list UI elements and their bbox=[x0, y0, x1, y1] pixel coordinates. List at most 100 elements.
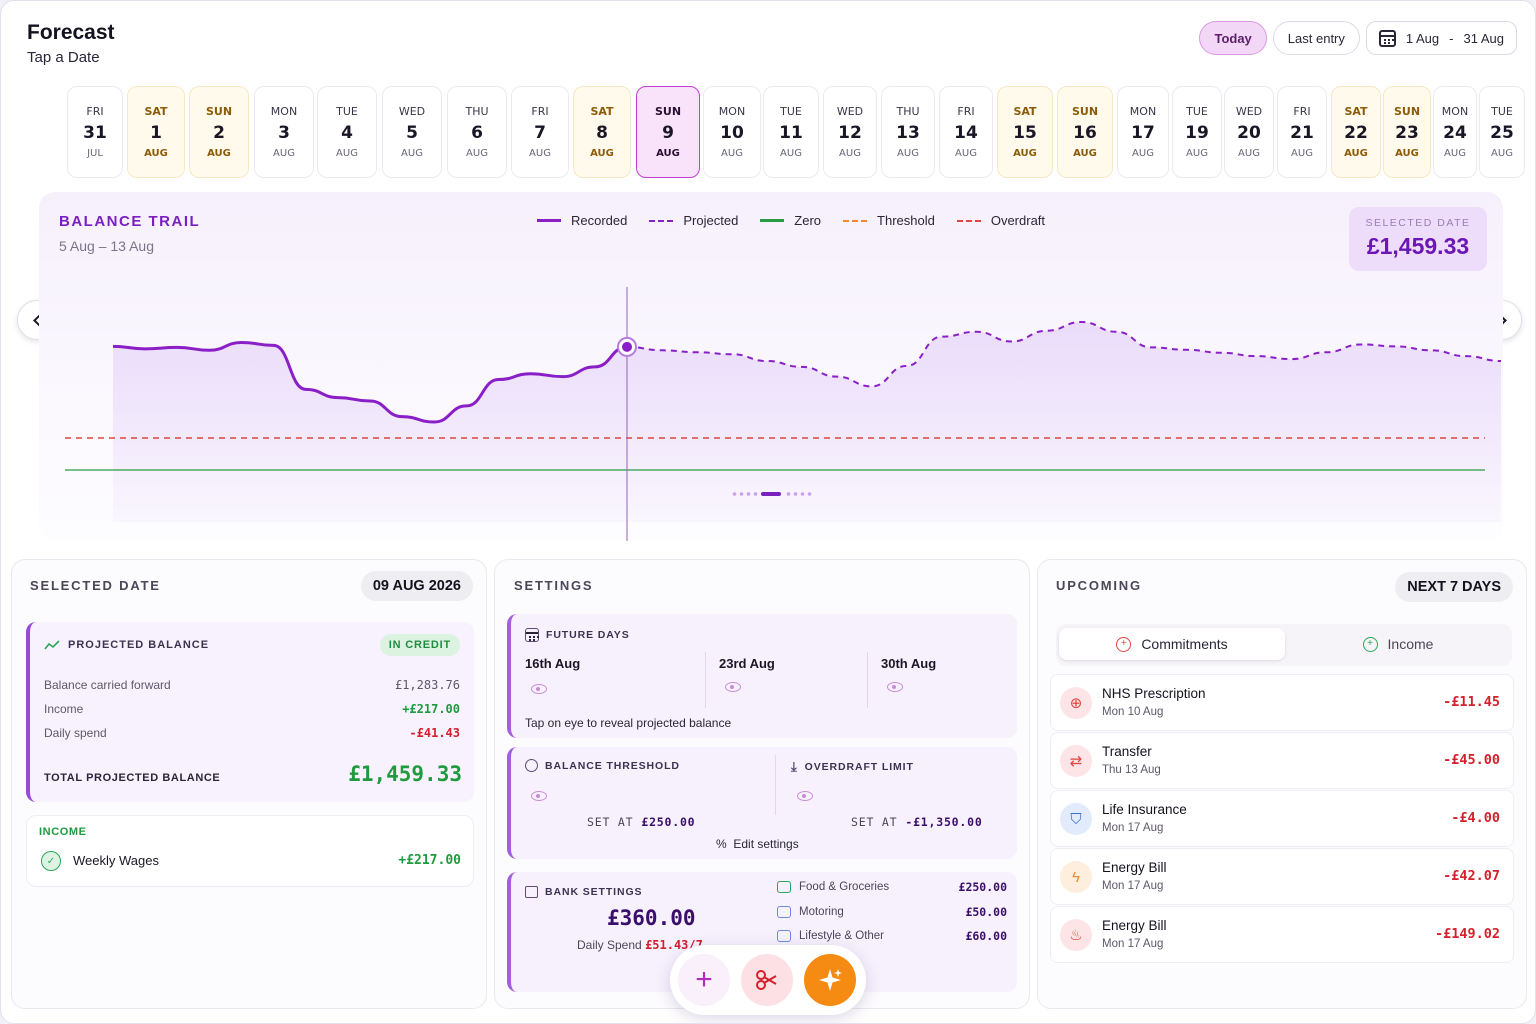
date-cell-11[interactable]: TUE 11 AUG bbox=[763, 86, 819, 178]
date-cell-day: 9 bbox=[662, 123, 674, 143]
date-cell-3[interactable]: MON 3 AUG bbox=[254, 86, 314, 178]
legend-label: Threshold bbox=[877, 213, 935, 228]
date-cell-month: AUG bbox=[1491, 148, 1513, 159]
daily-spend: Daily Spend £51.43/7 bbox=[577, 938, 703, 952]
date-cell-5[interactable]: WED 5 AUG bbox=[382, 86, 442, 178]
plus-circle-icon: + bbox=[1362, 636, 1378, 652]
upcoming-item-name: Energy Bill bbox=[1102, 860, 1167, 875]
upcoming-item[interactable]: ⇄ Transfer Thu 13 Aug -£45.00 bbox=[1050, 732, 1514, 789]
eye-icon[interactable] bbox=[887, 682, 903, 692]
eye-icon[interactable] bbox=[797, 791, 813, 801]
selected-date-panel: SELECTED DATE 09 AUG 2026 PROJECTED BALA… bbox=[11, 559, 487, 1009]
date-cell-month: AUG bbox=[897, 148, 919, 159]
date-cell-month: AUG bbox=[1344, 148, 1368, 159]
split-button[interactable] bbox=[741, 954, 793, 1006]
page-title: Forecast bbox=[27, 21, 115, 44]
date-cell-day: 23 bbox=[1395, 123, 1419, 143]
date-cell-15[interactable]: SAT 15 AUG bbox=[997, 86, 1053, 178]
upcoming-item-date: Mon 17 Aug bbox=[1102, 822, 1164, 834]
upcoming-heading: UPCOMING bbox=[1056, 578, 1142, 593]
date-cell-dow: SUN bbox=[1393, 105, 1421, 118]
balance-trail-chart[interactable] bbox=[39, 192, 1503, 541]
projected-balance-heading-text: PROJECTED BALANCE bbox=[68, 639, 210, 651]
date-cell-month: AUG bbox=[401, 148, 423, 159]
tab-income[interactable]: + Income bbox=[1285, 628, 1511, 660]
date-cell-23[interactable]: SUN 23 AUG bbox=[1383, 86, 1431, 178]
date-cell-dow: WED bbox=[1235, 105, 1263, 118]
total-value: £1,459.33 bbox=[348, 762, 462, 786]
upcoming-item[interactable]: ⛉ Life Insurance Mon 17 Aug -£4.00 bbox=[1050, 790, 1514, 847]
date-cell-16[interactable]: SUN 16 AUG bbox=[1057, 86, 1113, 178]
date-cell-14[interactable]: FRI 14 AUG bbox=[939, 86, 993, 178]
date-cell-2[interactable]: SUN 2 AUG bbox=[189, 86, 249, 178]
upcoming-item-amount: -£45.00 bbox=[1443, 752, 1500, 768]
date-cell-21[interactable]: FRI 21 AUG bbox=[1277, 86, 1327, 178]
tab-commitments[interactable]: + Commitments bbox=[1059, 628, 1285, 660]
date-cell-25[interactable]: TUE 25 AUG bbox=[1479, 86, 1525, 178]
threshold-set-at: SET AT £250.00 bbox=[587, 815, 695, 829]
date-cell-day: 20 bbox=[1237, 123, 1261, 143]
date-cell-22[interactable]: SAT 22 AUG bbox=[1331, 86, 1381, 178]
date-cell-6[interactable]: THU 6 AUG bbox=[447, 86, 507, 178]
settings-heading: SETTINGS bbox=[514, 578, 594, 593]
eye-icon[interactable] bbox=[531, 791, 547, 801]
category-name: Lifestyle & Other bbox=[799, 930, 885, 942]
upcoming-item-name: Life Insurance bbox=[1102, 802, 1187, 817]
date-cell-9[interactable]: SUN 9 AUG bbox=[636, 86, 700, 178]
date-cell-20[interactable]: WED 20 AUG bbox=[1224, 86, 1274, 178]
date-cell-24[interactable]: MON 24 AUG bbox=[1433, 86, 1477, 178]
date-cell-dow: SUN bbox=[1071, 105, 1099, 118]
future-day-1: 16th Aug bbox=[525, 656, 581, 671]
breakdown-row-carried: Balance carried forward £1,283.76 bbox=[44, 678, 460, 692]
date-cell-day: 4 bbox=[341, 123, 353, 143]
today-button[interactable]: Today bbox=[1199, 21, 1267, 55]
upcoming-item[interactable]: ♨ Energy Bill Mon 17 Aug -£149.02 bbox=[1050, 906, 1514, 963]
date-cell-month: AUG bbox=[1291, 148, 1313, 159]
breakdown-row-income: Income +£217.00 bbox=[44, 702, 460, 716]
add-entry-button[interactable]: + bbox=[678, 954, 730, 1006]
date-cell-day: 25 bbox=[1490, 123, 1514, 143]
row-label: Balance carried forward bbox=[44, 678, 171, 692]
income-item-name[interactable]: Weekly Wages bbox=[73, 853, 159, 868]
date-cell-19[interactable]: TUE 19 AUG bbox=[1172, 86, 1222, 178]
date-cell-month: AUG bbox=[144, 148, 168, 159]
date-cell-month: AUG bbox=[1186, 148, 1208, 159]
date-range-picker[interactable]: 1 Aug - 31 Aug bbox=[1365, 21, 1517, 55]
total-label: TOTAL PROJECTED BALANCE bbox=[44, 772, 221, 784]
car-icon bbox=[777, 906, 791, 918]
category-name: Food & Groceries bbox=[799, 881, 890, 893]
ai-assist-button[interactable] bbox=[804, 954, 856, 1006]
date-cell-10[interactable]: MON 10 AUG bbox=[703, 86, 761, 178]
upcoming-item[interactable]: ϟ Energy Bill Mon 17 Aug -£42.07 bbox=[1050, 848, 1514, 905]
upcoming-item-name: Energy Bill bbox=[1102, 918, 1167, 933]
pager-dot bbox=[732, 492, 737, 496]
date-cell-7[interactable]: FRI 7 AUG bbox=[511, 86, 569, 178]
date-cell-month: AUG bbox=[1395, 148, 1419, 159]
category-name: Motoring bbox=[799, 906, 844, 918]
date-cell-8[interactable]: SAT 8 AUG bbox=[573, 86, 631, 178]
edit-settings-link[interactable]: % Edit settings bbox=[716, 837, 799, 851]
date-cell-day: 14 bbox=[954, 123, 978, 143]
limits-card: BALANCE THRESHOLD ⤓ OVERDRAFT LIMIT SET … bbox=[507, 747, 1017, 859]
date-cell-month: AUG bbox=[207, 148, 231, 159]
date-cell-day: 5 bbox=[406, 123, 418, 143]
eye-icon[interactable] bbox=[725, 682, 741, 692]
threshold-value: £250.00 bbox=[641, 815, 696, 829]
date-cell-1[interactable]: SAT 1 AUG bbox=[127, 86, 185, 178]
upcoming-item[interactable]: ⊕ NHS Prescription Mon 10 Aug -£11.45 bbox=[1050, 674, 1514, 731]
date-cell-31[interactable]: FRI 31 JUL bbox=[67, 86, 123, 178]
chart-legend: Recorded Projected Zero Threshold Overdraft bbox=[537, 213, 1045, 228]
last-entry-button[interactable]: Last entry bbox=[1272, 21, 1360, 55]
balance-trail-card: BALANCE TRAIL 5 Aug – 13 Aug Recorded Pro… bbox=[39, 192, 1503, 541]
date-cell-13[interactable]: THU 13 AUG bbox=[881, 86, 935, 178]
divider bbox=[775, 755, 776, 815]
date-cell-12[interactable]: WED 12 AUG bbox=[823, 86, 877, 178]
selected-date-heading: SELECTED DATE bbox=[30, 578, 161, 593]
date-cell-4[interactable]: TUE 4 AUG bbox=[317, 86, 377, 178]
shirt-icon bbox=[777, 930, 791, 942]
bank-amount: £360.00 bbox=[607, 906, 696, 930]
date-cell-month: AUG bbox=[466, 148, 488, 159]
category-value: £60.00 bbox=[965, 929, 1007, 943]
date-cell-17[interactable]: MON 17 AUG bbox=[1117, 86, 1169, 178]
eye-icon[interactable] bbox=[531, 684, 547, 694]
